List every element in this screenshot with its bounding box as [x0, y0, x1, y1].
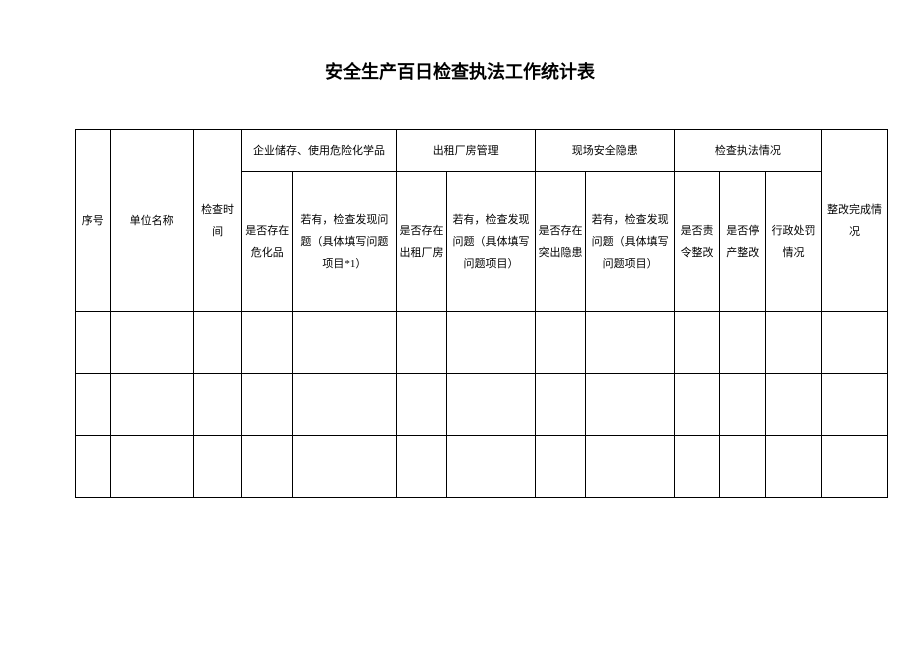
header-unit-name: 单位名称	[110, 130, 193, 312]
cell-seq	[76, 374, 111, 436]
cell-rectification	[821, 436, 887, 498]
cell-safety-exists	[535, 312, 586, 374]
cell-rectification	[821, 312, 887, 374]
table-container: 序号 单位名称 检查时间 企业储存、使用危险化学品 出租厂房管理 现场安全隐患 …	[0, 129, 920, 498]
header-rental-issues: 若有，检查发现问题（具体填写问题项目）	[447, 172, 535, 312]
cell-seq	[76, 312, 111, 374]
cell-seq	[76, 436, 111, 498]
header-safety-group: 现场安全隐患	[535, 130, 674, 172]
cell-safety-issues	[586, 436, 674, 498]
cell-rental-exists	[396, 436, 447, 498]
cell-safety-exists	[535, 436, 586, 498]
cell-rental-exists	[396, 374, 447, 436]
cell-hazard-exists	[242, 312, 293, 374]
table-header-row-1: 序号 单位名称 检查时间 企业储存、使用危险化学品 出租厂房管理 现场安全隐患 …	[76, 130, 888, 172]
cell-safety-issues	[586, 312, 674, 374]
cell-safety-exists	[535, 374, 586, 436]
cell-enforcement-penalty	[766, 312, 822, 374]
header-rental-exists: 是否存在出租厂房	[396, 172, 447, 312]
header-enforcement-group: 检查执法情况	[674, 130, 821, 172]
header-seq: 序号	[76, 130, 111, 312]
table-row	[76, 312, 888, 374]
cell-unit-name	[110, 436, 193, 498]
cell-enforcement-stop	[720, 374, 766, 436]
cell-check-time	[193, 436, 242, 498]
cell-check-time	[193, 312, 242, 374]
header-enforcement-stop: 是否停产整改	[720, 172, 766, 312]
cell-rental-issues	[447, 312, 535, 374]
cell-hazard-exists	[242, 374, 293, 436]
header-hazard-issues: 若有，检查发现问题（具体填写问题项目*1）	[293, 172, 397, 312]
cell-enforcement-penalty	[766, 436, 822, 498]
cell-rectification	[821, 374, 887, 436]
cell-enforcement-order	[674, 374, 720, 436]
cell-check-time	[193, 374, 242, 436]
cell-rental-issues	[447, 374, 535, 436]
cell-enforcement-order	[674, 312, 720, 374]
cell-hazard-exists	[242, 436, 293, 498]
header-hazard-group: 企业储存、使用危险化学品	[242, 130, 396, 172]
cell-hazard-issues	[293, 436, 397, 498]
cell-hazard-issues	[293, 312, 397, 374]
header-safety-issues: 若有，检查发现问题（具体填写问题项目）	[586, 172, 674, 312]
statistics-table: 序号 单位名称 检查时间 企业储存、使用危险化学品 出租厂房管理 现场安全隐患 …	[75, 129, 888, 498]
header-check-time: 检查时间	[193, 130, 242, 312]
cell-enforcement-stop	[720, 312, 766, 374]
cell-enforcement-stop	[720, 436, 766, 498]
cell-hazard-issues	[293, 374, 397, 436]
header-rectification: 整改完成情况	[821, 130, 887, 312]
header-hazard-exists: 是否存在危化品	[242, 172, 293, 312]
cell-enforcement-penalty	[766, 374, 822, 436]
page-title: 安全生产百日检查执法工作统计表	[0, 0, 920, 129]
header-safety-exists: 是否存在突出隐患	[535, 172, 586, 312]
cell-safety-issues	[586, 374, 674, 436]
cell-unit-name	[110, 374, 193, 436]
header-enforcement-order: 是否责令整改	[674, 172, 720, 312]
cell-rental-issues	[447, 436, 535, 498]
header-rental-group: 出租厂房管理	[396, 130, 535, 172]
header-enforcement-penalty: 行政处罚情况	[766, 172, 822, 312]
table-row	[76, 374, 888, 436]
table-row	[76, 436, 888, 498]
cell-enforcement-order	[674, 436, 720, 498]
cell-rental-exists	[396, 312, 447, 374]
cell-unit-name	[110, 312, 193, 374]
